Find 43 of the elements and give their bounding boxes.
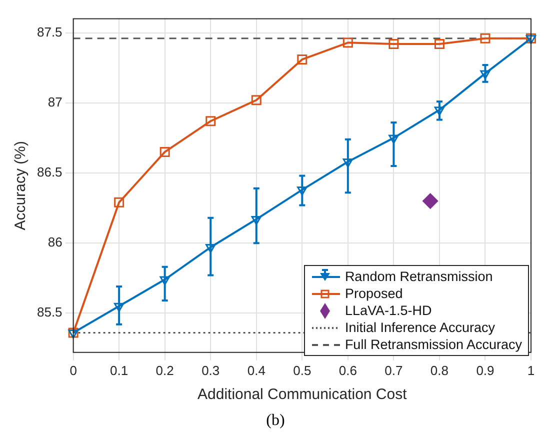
x-tick-label: 0 <box>70 362 77 378</box>
x-tick-label: 0.3 <box>202 362 220 378</box>
point <box>422 193 438 209</box>
point <box>388 39 399 50</box>
point <box>480 33 490 44</box>
y-tick-label: 87.5 <box>36 24 62 40</box>
legend-label: Proposed <box>344 285 403 302</box>
ref-line-label: Initial Inference Accuracy <box>344 319 496 336</box>
point <box>160 276 170 286</box>
point <box>297 186 308 196</box>
y-tick-label: 86 <box>48 234 62 250</box>
x-tick-label: 0.4 <box>247 362 266 378</box>
point <box>388 134 399 144</box>
point <box>251 216 262 225</box>
x-tick-label: 0.2 <box>156 362 174 378</box>
point <box>206 244 216 254</box>
x-tick-label: 1 <box>527 362 535 378</box>
x-tick-label: 0.7 <box>384 362 403 378</box>
legend-label: Random Retransmission <box>344 268 493 285</box>
point <box>342 158 353 168</box>
y-axis-title: Accuracy (%) <box>12 141 30 230</box>
legend-label: Full Retransmission Accuracy <box>344 336 522 353</box>
x-tick-label: 0.6 <box>338 362 357 378</box>
point <box>114 302 124 312</box>
point <box>160 146 170 157</box>
point <box>297 54 308 64</box>
x-tick-label: 0.5 <box>293 362 312 378</box>
point <box>114 197 124 208</box>
x-tick-label: 0.8 <box>430 362 448 378</box>
point <box>434 39 444 50</box>
point <box>206 116 216 126</box>
x-axis-title: Additional Communication Cost <box>198 386 408 404</box>
y-tick-label: 86.5 <box>36 164 62 180</box>
legend-label: LLaVA-1.5-HD <box>344 302 432 319</box>
point <box>480 70 490 80</box>
x-tick-label: 0.1 <box>110 362 128 378</box>
y-tick-label: 85.5 <box>36 304 62 320</box>
point <box>342 38 353 48</box>
point <box>251 95 262 106</box>
y-tick-label: 87 <box>48 94 62 110</box>
point <box>434 106 445 116</box>
x-tick-label: 0.9 <box>476 362 494 378</box>
text: (b) <box>265 412 286 430</box>
